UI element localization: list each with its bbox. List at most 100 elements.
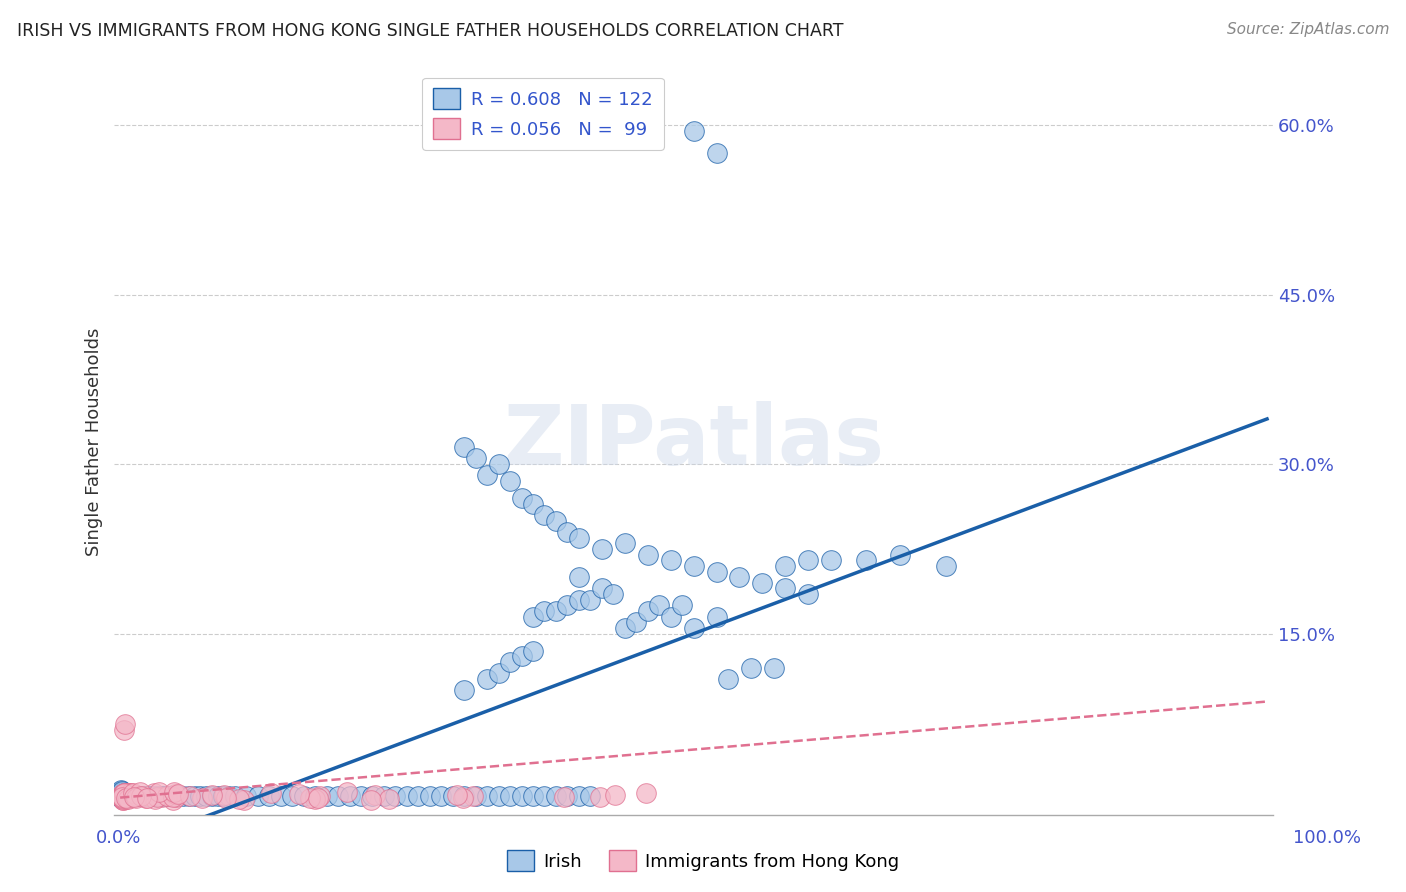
Point — [141, 789, 163, 804]
Point — [281, 789, 304, 804]
Point — [510, 491, 533, 505]
Point — [522, 643, 544, 657]
Point — [488, 457, 510, 471]
Point — [145, 790, 167, 805]
Point — [122, 786, 145, 800]
Point — [111, 789, 134, 803]
Point — [172, 789, 194, 804]
Point — [148, 789, 170, 804]
Point — [453, 789, 475, 804]
Point — [218, 789, 240, 804]
Point — [121, 789, 143, 804]
Point — [751, 575, 773, 590]
Point — [111, 784, 134, 798]
Point — [637, 604, 659, 618]
Point — [288, 787, 311, 801]
Point — [114, 789, 136, 803]
Point — [360, 792, 382, 806]
Text: 100.0%: 100.0% — [1294, 829, 1361, 847]
Point — [114, 790, 136, 805]
Point — [111, 789, 134, 804]
Point — [156, 789, 179, 803]
Point — [112, 787, 135, 801]
Point — [150, 789, 173, 804]
Point — [110, 785, 132, 799]
Point — [190, 791, 212, 805]
Point — [111, 792, 134, 806]
Point — [568, 531, 591, 545]
Point — [775, 558, 797, 573]
Point — [162, 789, 184, 804]
Point — [111, 789, 134, 804]
Point — [557, 789, 579, 804]
Point — [533, 604, 555, 618]
Point — [522, 789, 544, 804]
Point — [146, 789, 169, 804]
Point — [152, 789, 174, 804]
Point — [166, 789, 188, 804]
Point — [889, 548, 911, 562]
Point — [111, 789, 134, 804]
Point — [613, 536, 636, 550]
Point — [114, 787, 136, 801]
Point — [522, 609, 544, 624]
Point — [122, 790, 145, 805]
Point — [135, 790, 157, 805]
Point — [111, 790, 134, 805]
Point — [304, 791, 326, 805]
Point — [157, 789, 180, 804]
Point — [112, 787, 135, 801]
Point — [602, 587, 624, 601]
Point — [117, 789, 139, 803]
Point — [120, 789, 142, 803]
Point — [162, 793, 184, 807]
Point — [118, 788, 141, 802]
Point — [212, 789, 235, 804]
Point — [568, 789, 591, 804]
Point — [591, 541, 613, 556]
Point — [728, 570, 751, 584]
Point — [648, 599, 671, 613]
Point — [132, 789, 155, 803]
Point — [114, 789, 136, 804]
Point — [150, 789, 173, 804]
Point — [257, 789, 280, 804]
Point — [190, 789, 212, 804]
Point — [112, 792, 135, 806]
Point — [557, 524, 579, 539]
Point — [111, 788, 134, 802]
Point — [855, 553, 877, 567]
Point — [475, 468, 498, 483]
Point — [246, 789, 269, 804]
Point — [475, 672, 498, 686]
Point — [671, 599, 693, 613]
Point — [446, 788, 468, 802]
Point — [307, 791, 329, 805]
Point — [114, 789, 136, 803]
Point — [160, 789, 183, 804]
Point — [135, 791, 157, 805]
Text: Source: ZipAtlas.com: Source: ZipAtlas.com — [1226, 22, 1389, 37]
Point — [115, 789, 138, 804]
Point — [115, 785, 138, 799]
Point — [591, 582, 613, 596]
Point — [117, 786, 139, 800]
Point — [453, 440, 475, 454]
Point — [118, 789, 141, 804]
Text: ZIPatlas: ZIPatlas — [503, 401, 884, 482]
Point — [124, 790, 146, 805]
Point — [117, 792, 139, 806]
Point — [115, 792, 138, 806]
Point — [292, 789, 315, 804]
Point — [762, 660, 785, 674]
Point — [224, 789, 246, 804]
Point — [120, 789, 142, 804]
Point — [115, 789, 138, 803]
Point — [112, 792, 135, 806]
Point — [636, 786, 658, 800]
Point — [533, 508, 555, 522]
Point — [163, 785, 186, 799]
Point — [797, 587, 820, 601]
Point — [111, 791, 134, 805]
Point — [430, 789, 453, 804]
